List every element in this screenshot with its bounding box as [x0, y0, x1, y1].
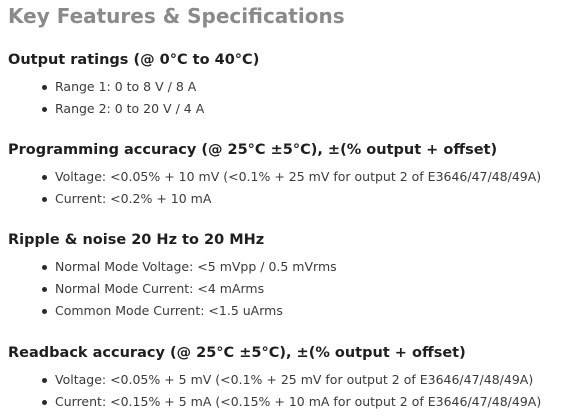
- spec-list: Range 1: 0 to 8 V / 8 A Range 2: 0 to 20…: [8, 76, 568, 120]
- spec-item: Current: <0.15% + 5 mA (<0.15% + 10 mA f…: [8, 391, 568, 413]
- section-output-ratings: Output ratings (@ 0°C to 40°C) Range 1: …: [8, 51, 568, 120]
- spec-item: Voltage: <0.05% + 5 mV (<0.1% + 25 mV fo…: [8, 369, 568, 391]
- section-heading: Output ratings (@ 0°C to 40°C): [8, 52, 260, 68]
- spec-list: Voltage: <0.05% + 5 mV (<0.1% + 25 mV fo…: [8, 369, 568, 413]
- spec-item: Range 2: 0 to 20 V / 4 A: [8, 98, 568, 120]
- section-heading: Programming accuracy (@ 25°C ±5°C), ±(% …: [8, 142, 498, 158]
- spec-list: Normal Mode Voltage: <5 mVpp / 0.5 mVrms…: [8, 256, 568, 322]
- spec-item: Common Mode Current: <1.5 uArms: [8, 300, 568, 322]
- section-programming-accuracy: Programming accuracy (@ 25°C ±5°C), ±(% …: [8, 141, 568, 210]
- spec-item: Normal Mode Current: <4 mArms: [8, 278, 568, 300]
- section-heading: Ripple & noise 20 Hz to 20 MHz: [8, 232, 265, 248]
- spec-item: Current: <0.2% + 10 mA: [8, 188, 568, 210]
- spec-item: Voltage: <0.05% + 10 mV (<0.1% + 25 mV f…: [8, 166, 568, 188]
- spec-list: Voltage: <0.05% + 10 mV (<0.1% + 25 mV f…: [8, 166, 568, 210]
- section-readback-accuracy: Readback accuracy (@ 25°C ±5°C), ±(% out…: [8, 344, 568, 413]
- section-heading: Readback accuracy (@ 25°C ±5°C), ±(% out…: [8, 345, 466, 361]
- page-title: Key Features & Specifications: [8, 4, 345, 28]
- spec-item: Normal Mode Voltage: <5 mVpp / 0.5 mVrms: [8, 256, 568, 278]
- spec-item: Range 1: 0 to 8 V / 8 A: [8, 76, 568, 98]
- section-ripple-noise: Ripple & noise 20 Hz to 20 MHz Normal Mo…: [8, 231, 568, 322]
